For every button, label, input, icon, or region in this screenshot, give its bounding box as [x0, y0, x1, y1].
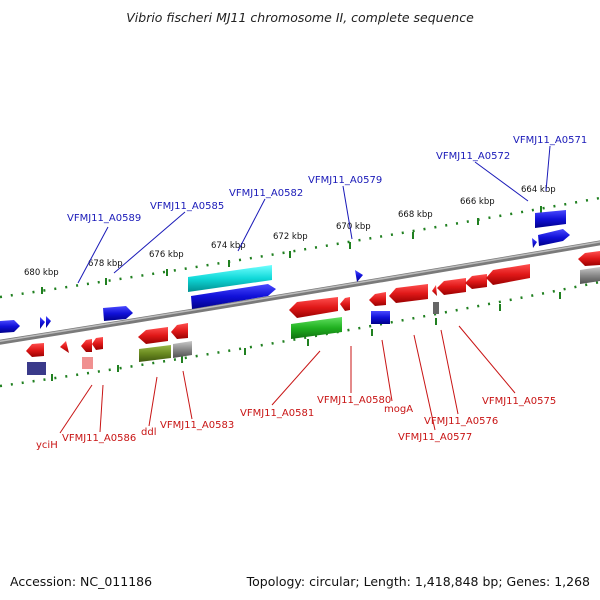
map-title: Vibrio fischeri MJ11 chromosome II, comp…: [126, 10, 474, 25]
bottom-labels: yciH VFMJ11_A0586 ddl VFMJ11_A0583 VFMJ1…: [36, 395, 556, 451]
gene-reverse-ddl[interactable]: [138, 327, 168, 344]
gene-forward[interactable]: [0, 320, 20, 333]
tick-label: 674 kbp: [211, 241, 246, 251]
gene-label[interactable]: VFMJ11_A0580: [317, 395, 391, 406]
tick-labels: 680 kbp 678 kbp 676 kbp 674 kbp 672 kbp …: [24, 185, 556, 278]
tick-label: 676 kbp: [149, 250, 184, 260]
gene-forward-vfmj11-a0579[interactable]: [355, 270, 363, 282]
other-features: [27, 267, 600, 375]
chromosome-backbone: [0, 240, 600, 345]
gene-reverse-moga[interactable]: [369, 292, 386, 306]
gene-forward[interactable]: [46, 316, 51, 328]
gene-label[interactable]: VFMJ11_A0575: [482, 396, 556, 407]
gene-label[interactable]: VFMJ11_A0586: [62, 433, 136, 444]
gene-forward-vfmj11-a0571[interactable]: [538, 229, 570, 246]
gene-label[interactable]: VFMJ11_A0579: [308, 175, 382, 186]
feature-gray[interactable]: [173, 341, 192, 358]
gene-label[interactable]: VFMJ11_A0582: [229, 188, 303, 199]
gene-reverse-vfmj11-a0586[interactable]: [81, 339, 92, 352]
gene-forward[interactable]: [40, 317, 45, 329]
gene-reverse-vfmj11-a0576[interactable]: [437, 278, 466, 295]
feature-green[interactable]: [291, 317, 342, 339]
tick-label: 672 kbp: [273, 232, 308, 242]
tick-label: 666 kbp: [460, 197, 495, 207]
gene-reverse-vfmj11-a0575[interactable]: [486, 264, 530, 285]
gene-label[interactable]: VFMJ11_A0585: [150, 201, 224, 212]
genome-stats-text: Topology: circular; Length: 1,418,848 bp…: [246, 574, 590, 589]
gene-label[interactable]: VFMJ11_A0589: [67, 213, 141, 224]
gene-forward[interactable]: [371, 311, 390, 324]
outer-scale-track: [0, 196, 600, 299]
gene-reverse-vfmj11-a0580[interactable]: [340, 297, 350, 311]
inner-scale-track: [0, 280, 600, 388]
inner-major-ticks: [51, 292, 561, 381]
gene-reverse[interactable]: [432, 285, 437, 296]
tick-label: 668 kbp: [398, 210, 433, 220]
gene-reverse-light[interactable]: [82, 357, 93, 369]
gene-forward[interactable]: [535, 210, 566, 228]
gene-reverse[interactable]: [465, 274, 487, 289]
gene-label[interactable]: VFMJ11_A0572: [436, 151, 510, 162]
reverse-genes: [26, 251, 600, 369]
gene-forward-vfmj11-a0589[interactable]: [103, 306, 133, 321]
tick-label: 680 kbp: [24, 268, 59, 278]
gene-reverse[interactable]: [92, 337, 103, 350]
gene-label[interactable]: mogA: [384, 404, 413, 415]
gene-label[interactable]: yciH: [36, 440, 58, 451]
gene-reverse[interactable]: [578, 251, 600, 266]
top-labels: VFMJ11_A0589 VFMJ11_A0585 VFMJ11_A0582 V…: [67, 135, 587, 224]
gene-reverse-vfmj11-a0583[interactable]: [171, 323, 188, 339]
outer-major-ticks: [41, 206, 542, 294]
gene-reverse-vfmj11-a0577[interactable]: [389, 284, 428, 303]
top-label-connectors: [77, 145, 551, 284]
tick-label: 678 kbp: [88, 259, 123, 269]
gene-label[interactable]: ddl: [141, 427, 156, 438]
gene-reverse-yciH[interactable]: [26, 343, 44, 357]
gene-label[interactable]: VFMJ11_A0577: [398, 432, 472, 443]
gene-forward-vfmj11-a0582[interactable]: [191, 284, 276, 309]
gene-label[interactable]: VFMJ11_A0571: [513, 135, 587, 146]
tick-label: 670 kbp: [336, 222, 371, 232]
gene-reverse[interactable]: [60, 341, 69, 353]
feature-olive[interactable]: [139, 345, 171, 362]
feature-purple[interactable]: [27, 362, 46, 375]
bottom-label-connectors: [59, 325, 516, 434]
accession-text: Accession: NC_011186: [10, 574, 153, 589]
gene-reverse-vfmj11-a0581[interactable]: [289, 297, 338, 318]
gene-label[interactable]: VFMJ11_A0583: [160, 420, 234, 431]
gene-rna-vfmj11-a0585[interactable]: [188, 265, 272, 292]
tick-label: 664 kbp: [521, 185, 556, 195]
forward-genes: [0, 210, 570, 333]
gene-label[interactable]: VFMJ11_A0576: [424, 416, 498, 427]
gene-label[interactable]: VFMJ11_A0581: [240, 408, 314, 419]
feature-gray-small[interactable]: [433, 302, 439, 314]
gene-forward-vfmj11-a0572[interactable]: [532, 238, 537, 248]
feature-gray-right[interactable]: [580, 267, 600, 284]
